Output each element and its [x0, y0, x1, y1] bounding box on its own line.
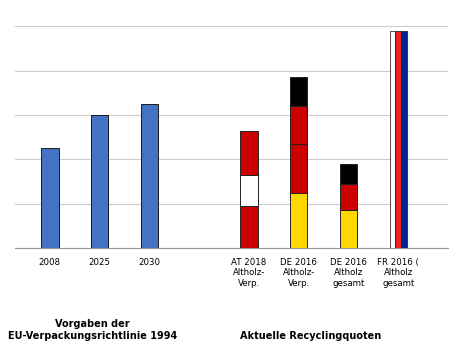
Bar — [389, 31, 395, 248]
Bar — [290, 193, 307, 248]
Bar — [41, 148, 58, 248]
Bar — [401, 31, 407, 248]
Bar — [141, 104, 158, 248]
Bar — [240, 206, 257, 248]
Bar — [240, 130, 257, 175]
Bar — [290, 106, 307, 144]
Bar — [340, 184, 357, 211]
Bar — [91, 115, 108, 248]
Bar — [395, 31, 401, 248]
Bar — [340, 211, 357, 248]
Bar — [340, 164, 357, 184]
Bar — [290, 77, 307, 106]
Text: Aktuelle Recyclingquoten: Aktuelle Recyclingquoten — [239, 331, 381, 341]
Text: Vorgaben der
EU-Verpackungsrichtlinie 1994: Vorgaben der EU-Verpackungsrichtlinie 19… — [8, 319, 177, 341]
Bar — [240, 175, 257, 206]
Bar — [290, 144, 307, 193]
